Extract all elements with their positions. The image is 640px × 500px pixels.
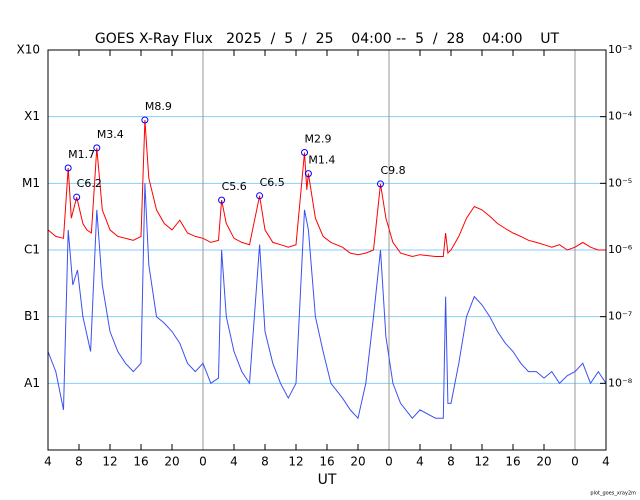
- x-tick-label: 16: [505, 455, 520, 469]
- flare-label: M3.4: [97, 128, 124, 141]
- x-tick-label: 16: [319, 455, 334, 469]
- x-tick-label: 20: [350, 455, 365, 469]
- flare-label: C5.6: [222, 180, 247, 193]
- x-tick-label: 4: [44, 455, 52, 469]
- y-tick-label: B1: [24, 309, 40, 323]
- y-tick-label: X10: [17, 43, 41, 57]
- y2-tick-label: 10⁻⁶: [608, 243, 633, 256]
- flare-marker: [376, 180, 384, 188]
- flare-marker: [141, 116, 149, 124]
- y2-tick-label: 10⁻⁵: [608, 176, 632, 189]
- x-tick-label: 4: [416, 455, 424, 469]
- footnote: plot_goes_xray2m: [590, 491, 636, 497]
- flare-label: M1.7: [68, 148, 95, 161]
- x-axis-label: UT: [318, 472, 337, 488]
- flare-label: C6.5: [260, 176, 285, 189]
- x-tick-label: 4: [602, 455, 610, 469]
- x-tick-label: 16: [133, 455, 148, 469]
- flare-marker: [93, 144, 101, 152]
- y2-tick-label: 10⁻⁴: [608, 110, 633, 123]
- flare-label: C9.8: [380, 164, 405, 177]
- chart-title: GOES X-Ray Flux 2025 / 5 / 25 04:00 -- 5…: [95, 31, 560, 47]
- flare-label: M2.9: [305, 133, 332, 146]
- flare-label: C6.2: [77, 177, 102, 190]
- y-tick-label: A1: [24, 376, 40, 390]
- series-line: [47, 119, 606, 258]
- y-tick-label: X1: [24, 109, 40, 123]
- x-tick-label: 8: [261, 455, 269, 469]
- y-tick-label: M1: [22, 176, 40, 190]
- y2-tick-label: 10⁻⁷: [608, 310, 632, 323]
- x-tick-label: 8: [75, 455, 83, 469]
- x-tick-label: 4: [230, 455, 238, 469]
- x-tick-label: 0: [385, 455, 393, 469]
- flare-marker: [64, 164, 72, 172]
- x-tick-label: 0: [571, 455, 579, 469]
- x-tick-label: 12: [474, 455, 489, 469]
- x-tick-label: 8: [447, 455, 455, 469]
- y-tick-label: C1: [24, 243, 40, 257]
- flare-marker: [73, 193, 81, 201]
- series-line: [47, 183, 607, 420]
- flare-marker: [304, 170, 312, 178]
- flare-label: M1.4: [308, 154, 335, 167]
- plot-frame: [47, 49, 607, 451]
- x-tick-label: 20: [164, 455, 179, 469]
- flare-marker: [301, 149, 309, 157]
- y2-tick-label: 10⁻³: [608, 43, 632, 56]
- flare-label: M8.9: [145, 100, 172, 113]
- x-tick-label: 12: [102, 455, 117, 469]
- y2-tick-label: 10⁻⁸: [608, 376, 633, 389]
- x-tick-label: 0: [199, 455, 207, 469]
- x-tick-label: 20: [536, 455, 551, 469]
- x-tick-label: 12: [288, 455, 303, 469]
- flare-marker: [256, 192, 264, 200]
- flare-marker: [218, 196, 226, 204]
